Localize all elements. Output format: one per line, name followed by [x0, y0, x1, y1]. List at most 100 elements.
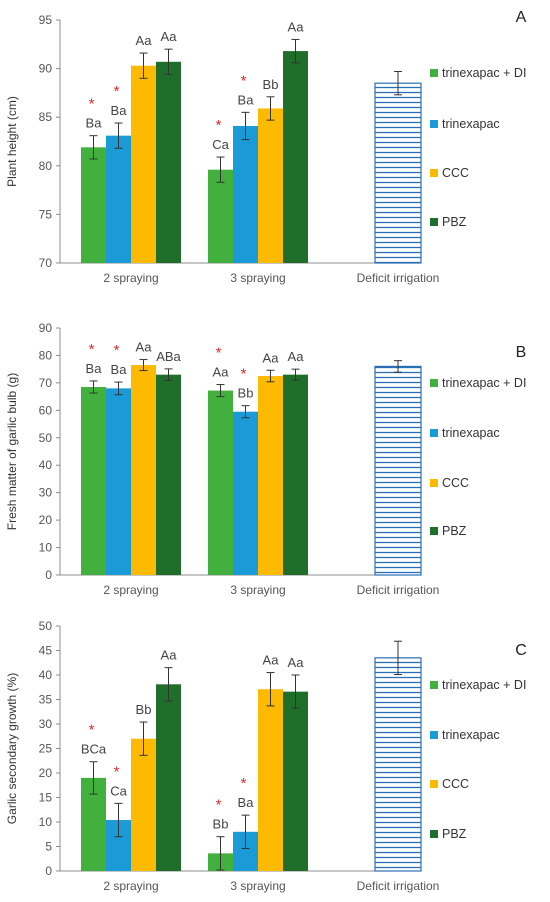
- significance-star: *: [89, 96, 95, 113]
- y-tick-label: 20: [39, 513, 53, 527]
- y-tick-label: 50: [39, 431, 53, 445]
- significance-label: Ba: [86, 116, 103, 131]
- significance-label: Aa: [136, 340, 153, 355]
- significance-label: Aa: [263, 653, 280, 668]
- legend-label: trinexapac + DI: [442, 376, 526, 390]
- y-tick-label: 40: [39, 668, 53, 682]
- significance-label: Aa: [288, 655, 305, 670]
- bar: [208, 390, 233, 575]
- x-category-label: Deficit irrigation: [357, 271, 440, 285]
- legend-swatch: [430, 429, 438, 437]
- legend-swatch: [430, 780, 438, 788]
- y-tick-label: 80: [39, 159, 53, 173]
- bar: [81, 147, 106, 263]
- significance-label: Bb: [263, 77, 279, 92]
- bar: [233, 411, 258, 575]
- y-tick-label: 10: [39, 541, 53, 555]
- significance-star: *: [216, 345, 222, 362]
- bar: [106, 135, 131, 263]
- y-tick-label: 25: [39, 742, 53, 756]
- legend-label: trinexapac + DI: [442, 678, 526, 692]
- significance-star: *: [216, 797, 222, 814]
- legend-swatch: [430, 169, 438, 177]
- legend-swatch: [430, 681, 438, 689]
- significance-star: *: [89, 341, 95, 358]
- y-tick-label: 95: [39, 13, 53, 27]
- bar: [258, 108, 283, 264]
- legend-swatch: [430, 218, 438, 226]
- x-category-label: 3 spraying: [230, 271, 285, 285]
- significance-label: Aa: [136, 33, 153, 48]
- significance-label: Aa: [161, 29, 178, 44]
- chart-panel-A: 70 75 80 85 90 95 Plant height (cm) 2 spraying 3…: [5, 9, 527, 285]
- significance-star: *: [241, 72, 247, 89]
- legend-swatch: [430, 379, 438, 387]
- chart-panel-B: 0 10 20 30 40 50 60 70 80 90 Fresh matter of garli…: [5, 321, 526, 597]
- y-tick-label: 35: [39, 693, 53, 707]
- significance-star: *: [114, 342, 120, 359]
- y-tick-label: 85: [39, 110, 53, 124]
- y-tick-label: 0: [45, 568, 52, 582]
- x-category-label: 2 spraying: [103, 879, 158, 893]
- bar: [106, 388, 131, 575]
- y-tick-label: 30: [39, 486, 53, 500]
- y-tick-label: 20: [39, 766, 53, 780]
- bar: [258, 376, 283, 575]
- legend-swatch: [430, 479, 438, 487]
- y-axis-title: Fresh matter of garlic bulb (g): [5, 373, 19, 530]
- bar-deficit-irrigation: [374, 657, 422, 872]
- legend-label: CCC: [442, 777, 469, 791]
- legend-swatch: [430, 830, 438, 838]
- y-tick-label: 90: [39, 321, 53, 335]
- significance-label: Ca: [212, 137, 229, 152]
- y-tick-label: 50: [39, 619, 53, 633]
- legend-label: trinexapac: [442, 728, 500, 742]
- legend-swatch: [430, 120, 438, 128]
- significance-label: Aa: [263, 350, 280, 365]
- y-tick-label: 90: [39, 62, 53, 76]
- significance-label: Aa: [161, 648, 178, 663]
- y-axis-title: Plant height (cm): [5, 96, 19, 187]
- y-tick-label: 75: [39, 207, 53, 221]
- panel-label: C: [515, 642, 527, 659]
- bar: [156, 684, 181, 871]
- bar: [258, 689, 283, 871]
- y-tick-label: 60: [39, 403, 53, 417]
- bar: [156, 61, 181, 263]
- bar: [131, 365, 156, 575]
- significance-label: Aa: [213, 365, 230, 380]
- legend-label: trinexapac + DI: [442, 66, 526, 80]
- significance-label: Ba: [238, 92, 255, 107]
- bar-deficit-irrigation: [374, 365, 422, 576]
- bar: [283, 51, 308, 263]
- y-tick-label: 10: [39, 815, 53, 829]
- significance-label: Ba: [86, 361, 103, 376]
- significance-label: Ba: [238, 795, 255, 810]
- significance-label: Aa: [288, 349, 305, 364]
- bar: [81, 387, 106, 575]
- x-category-label: Deficit irrigation: [357, 879, 440, 893]
- y-tick-label: 5: [45, 840, 52, 854]
- significance-label: ABa: [156, 349, 181, 364]
- significance-label: Bb: [136, 702, 152, 717]
- y-tick-label: 45: [39, 644, 53, 658]
- x-category-label: 2 spraying: [103, 271, 158, 285]
- legend-label: CCC: [442, 166, 469, 180]
- significance-star: *: [114, 83, 120, 100]
- significance-label: Aa: [288, 19, 305, 34]
- bar-deficit-irrigation: [374, 82, 422, 264]
- legend-label: CCC: [442, 476, 469, 490]
- chart-panel-C: 0 5 10 15 20 25 30 35 40 45 50 Garlic secondary gro…: [5, 619, 527, 893]
- x-category-label: Deficit irrigation: [357, 583, 440, 597]
- significance-star: *: [241, 775, 247, 792]
- significance-label: Ba: [111, 103, 128, 118]
- panel-label: B: [516, 344, 527, 361]
- y-tick-label: 30: [39, 717, 53, 731]
- x-category-label: 3 spraying: [230, 583, 285, 597]
- y-tick-label: 15: [39, 791, 53, 805]
- legend-label: PBZ: [442, 827, 467, 841]
- significance-label: Ca: [110, 783, 127, 798]
- significance-star: *: [241, 366, 247, 383]
- legend-swatch: [430, 527, 438, 535]
